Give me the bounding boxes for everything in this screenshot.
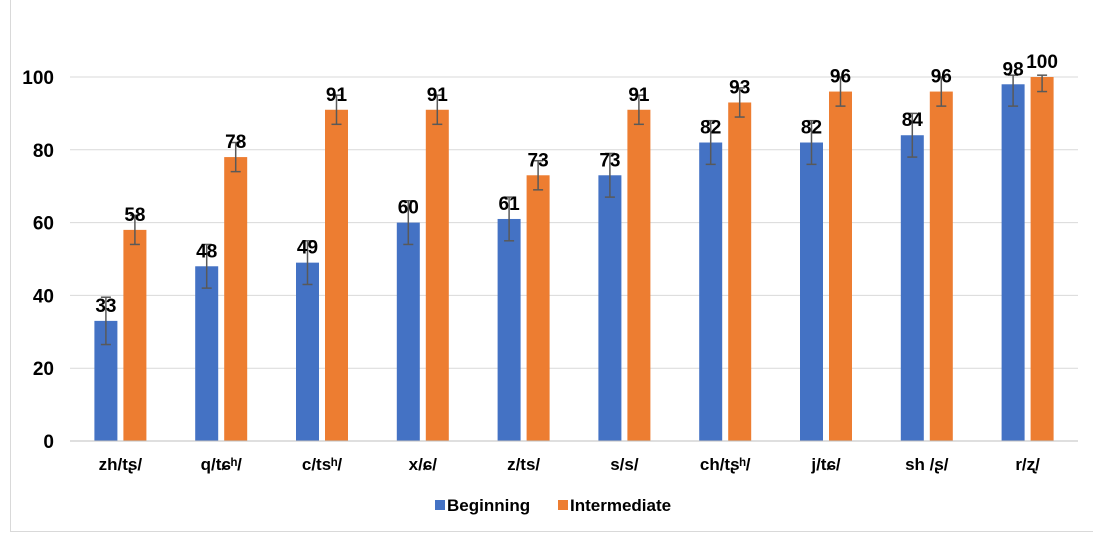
category-label: x/ɕ/ xyxy=(409,455,438,474)
data-label: 49 xyxy=(297,238,318,259)
y-axis-ticks: 0 20 40 60 80 100 xyxy=(22,68,54,453)
bar-beginning xyxy=(800,142,823,441)
data-label: 73 xyxy=(528,150,549,171)
error-bar xyxy=(806,119,817,166)
data-label: 73 xyxy=(599,150,620,171)
y-tick-label: 40 xyxy=(33,286,54,307)
error-bar xyxy=(1037,74,1048,93)
gridlines xyxy=(70,76,1078,369)
y-tick-label: 100 xyxy=(22,68,54,89)
bar-beginning xyxy=(598,175,622,441)
error-bar xyxy=(936,76,947,107)
error-bar xyxy=(705,119,716,166)
data-label: 48 xyxy=(196,241,217,262)
legend-item-intermediate[interactable]: Intermediate xyxy=(558,496,671,515)
category-label: r/ʐ/ xyxy=(1015,455,1040,474)
bar-intermediate xyxy=(325,109,348,441)
y-tick-label: 60 xyxy=(33,214,54,235)
bar-beginning xyxy=(497,218,521,441)
category-label: q/tɕʰ/ xyxy=(201,455,242,474)
error-bar xyxy=(230,141,241,173)
bar-intermediate xyxy=(526,175,550,441)
category-label: ch/tʂʰ/ xyxy=(700,455,751,474)
error-bar xyxy=(201,243,212,289)
data-label: 82 xyxy=(700,118,721,139)
bar-intermediate xyxy=(829,91,852,441)
bar-intermediate xyxy=(224,157,248,441)
bars xyxy=(94,77,1054,442)
error-bar xyxy=(129,214,140,246)
data-label: 82 xyxy=(801,118,822,139)
category-label: c/tsʰ/ xyxy=(302,455,343,474)
data-label: 96 xyxy=(931,67,952,88)
data-label: 58 xyxy=(124,205,145,226)
data-label: 91 xyxy=(326,85,348,106)
bar-beginning xyxy=(1001,84,1025,441)
error-bar xyxy=(1008,74,1019,107)
data-label: 61 xyxy=(499,194,521,215)
error-bars xyxy=(100,74,1048,346)
error-bar xyxy=(302,240,313,286)
category-label: z/ts/ xyxy=(507,455,540,474)
bar-beginning xyxy=(94,320,118,441)
y-tick-label: 20 xyxy=(33,359,54,380)
data-label: 78 xyxy=(225,132,246,153)
legend-label: Beginning xyxy=(447,496,530,515)
y-tick-label: 80 xyxy=(33,141,54,162)
legend-swatch xyxy=(435,500,445,510)
error-bar xyxy=(533,159,544,191)
x-axis-categories: zh/tʂ/q/tɕʰ/c/tsʰ/x/ɕ/z/ts/s/s/ch/tʂʰ/j/… xyxy=(99,455,1040,474)
data-label: 33 xyxy=(95,296,116,317)
legend[interactable]: Beginning Intermediate xyxy=(435,496,671,515)
error-bar xyxy=(907,112,918,158)
legend-swatch xyxy=(558,500,568,510)
error-bar xyxy=(331,94,342,126)
data-label: 98 xyxy=(1003,59,1024,80)
error-bar xyxy=(835,76,846,107)
data-label: 100 xyxy=(1026,52,1058,73)
bar-intermediate xyxy=(929,91,953,441)
category-label: sh /ʂ/ xyxy=(905,455,949,474)
bar-beginning xyxy=(900,135,924,442)
data-labels: 33 58 48 78 49 91 60 91 61 73 73 91 82 93 82 96 84 96 98 10… xyxy=(95,52,1058,317)
bar-intermediate xyxy=(728,102,752,441)
legend-item-beginning[interactable]: Beginning xyxy=(435,496,530,515)
bar-beginning xyxy=(699,142,723,441)
data-label: 93 xyxy=(729,77,750,98)
error-bar xyxy=(432,94,443,126)
bar-beginning xyxy=(296,262,319,441)
error-bar xyxy=(403,200,414,246)
legend-label: Intermediate xyxy=(570,496,671,515)
y-tick-label: 0 xyxy=(43,432,54,453)
data-label: 60 xyxy=(398,198,419,219)
chart-frame xyxy=(10,0,1093,532)
bar-intermediate xyxy=(627,109,651,441)
category-label: j/tɕ/ xyxy=(810,455,841,474)
data-label: 91 xyxy=(427,85,449,106)
data-label: 96 xyxy=(830,67,851,88)
category-label: zh/tʂ/ xyxy=(99,455,143,474)
error-bar xyxy=(504,196,515,242)
error-bar xyxy=(100,296,111,346)
bar-intermediate xyxy=(1030,77,1054,441)
data-label: 91 xyxy=(628,85,650,106)
bar-intermediate xyxy=(123,229,147,441)
bar-intermediate xyxy=(425,109,449,441)
bar-beginning xyxy=(396,222,420,441)
error-bar xyxy=(734,87,745,118)
data-label: 84 xyxy=(902,110,924,131)
category-label: s/s/ xyxy=(610,455,639,474)
error-bar xyxy=(604,152,615,198)
error-bar xyxy=(633,94,644,126)
bar-beginning xyxy=(195,266,219,441)
